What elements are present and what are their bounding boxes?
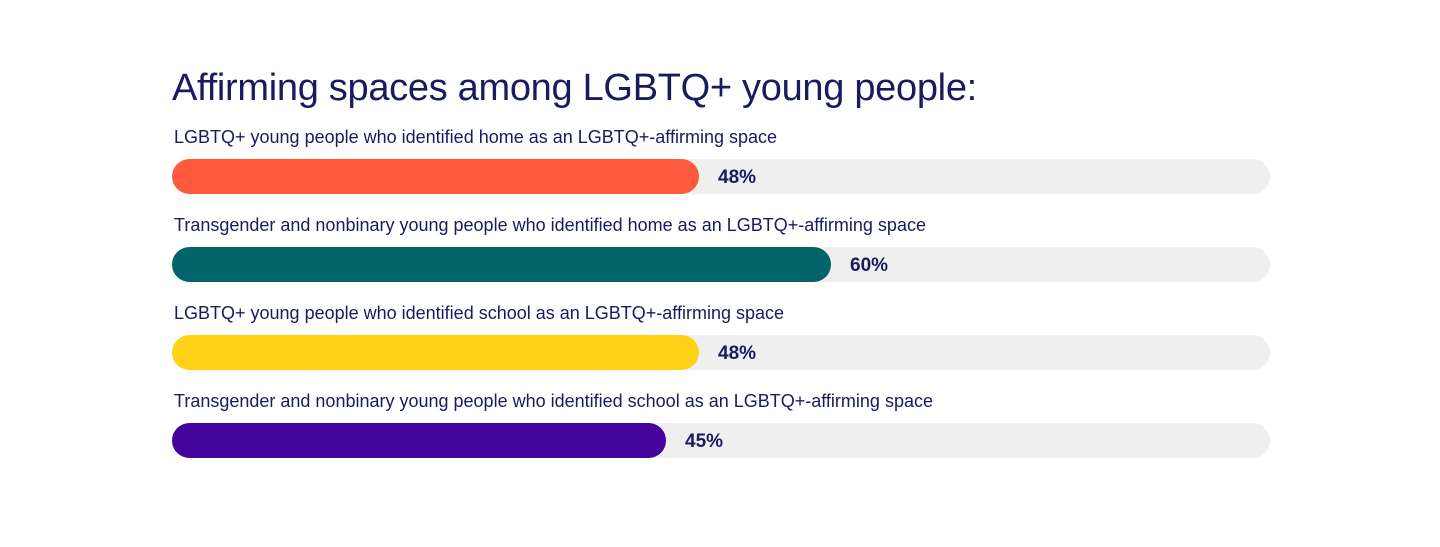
bar-value-label: 60% [850,255,889,276]
bar-label: Transgender and nonbinary young people w… [174,391,933,411]
bar-track [172,247,1270,282]
chart: Affirming spaces among LGBTQ+ young peop… [172,62,1272,458]
bar-label: LGBTQ+ young people who identified home … [174,127,778,147]
bar-track [172,335,1270,370]
bar-label: LGBTQ+ young people who identified schoo… [174,303,785,323]
bar-fill [172,247,831,282]
bar-fill [172,335,699,370]
bar-fill [172,159,699,194]
bar-fill [172,423,666,458]
bar-track [172,423,1270,458]
bar-value-label: 48% [718,167,757,188]
bar-value-label: 48% [718,343,757,364]
bar-row: Transgender and nonbinary young people w… [172,213,1272,293]
bar-row: Transgender and nonbinary young people w… [172,389,1272,469]
bar-label: Transgender and nonbinary young people w… [174,215,926,235]
bar-track [172,159,1270,194]
bar-row: LGBTQ+ young people who identified home … [172,125,1272,205]
bar-row: LGBTQ+ young people who identified schoo… [172,301,1272,381]
bar-value-label: 45% [685,431,724,452]
chart-title: Affirming spaces among LGBTQ+ young peop… [172,67,977,109]
